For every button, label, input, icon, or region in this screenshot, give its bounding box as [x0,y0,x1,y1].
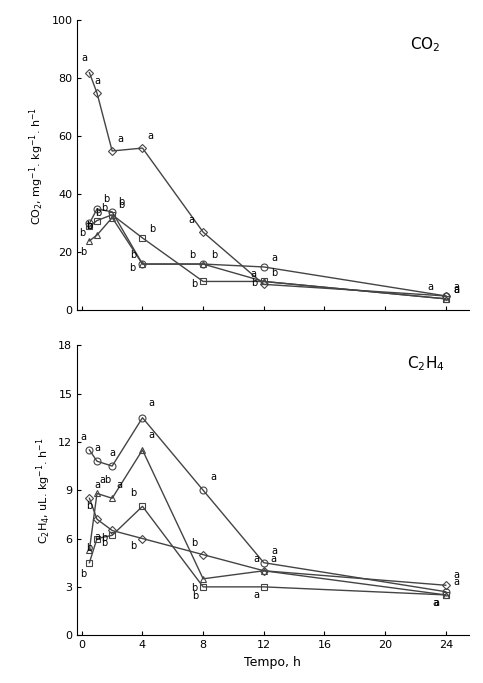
Text: a: a [149,430,155,441]
Text: a: a [148,131,154,141]
Text: b: b [95,208,101,218]
Text: b: b [191,583,197,594]
Text: b: b [211,250,217,260]
Text: a: a [81,53,87,63]
X-axis label: Tempo, h: Tempo, h [244,656,301,669]
Text: a: a [250,268,256,279]
Text: b: b [191,279,197,289]
Text: b: b [80,569,86,579]
Text: a: a [270,555,276,564]
Text: b: b [271,268,278,278]
Text: b: b [129,263,136,273]
Text: b: b [101,538,108,548]
Text: b: b [101,533,108,544]
Text: b: b [86,221,93,231]
Text: b: b [192,591,198,601]
Text: a: a [271,253,277,262]
Text: a: a [454,283,459,292]
Text: b: b [191,538,197,548]
Text: b: b [86,221,93,231]
Text: CO$_2$: CO$_2$ [410,35,440,54]
Text: b: b [149,223,156,234]
Text: a: a [80,432,86,442]
Text: b: b [130,488,137,499]
Text: b: b [118,197,125,207]
Text: a: a [211,472,217,482]
Text: a: a [117,480,123,490]
Text: a: a [149,398,155,408]
Y-axis label: CO$_2$, mg$^{-1}$. kg$^{-1}$. h$^{-1}$: CO$_2$, mg$^{-1}$. kg$^{-1}$. h$^{-1}$ [27,107,46,225]
Text: b: b [130,542,137,551]
Text: a: a [188,215,194,225]
Text: a: a [271,546,277,556]
Text: a: a [454,570,459,581]
Text: b: b [86,501,93,511]
Text: a: a [432,598,438,608]
Text: a: a [253,589,259,600]
Text: a: a [117,134,124,143]
Text: b: b [100,204,107,213]
Text: b: b [252,278,258,288]
Text: a: a [454,285,459,295]
Text: C$_2$H$_4$: C$_2$H$_4$ [407,354,444,373]
Text: b: b [118,199,125,210]
Text: b: b [189,250,196,260]
Text: a: a [94,532,100,542]
Text: a: a [94,76,100,86]
Text: a: a [253,555,259,564]
Y-axis label: C$_2$H$_4$, uL. kg$^{-1}$. h$^{-1}$: C$_2$H$_4$, uL. kg$^{-1}$. h$^{-1}$ [34,437,53,544]
Text: b: b [103,194,109,204]
Text: b: b [80,247,86,257]
Text: a: a [434,598,440,608]
Text: a: a [454,577,459,587]
Text: b: b [80,228,85,238]
Text: a: a [427,281,434,292]
Text: a: a [94,480,100,490]
Text: b: b [86,543,93,553]
Text: b: b [130,250,137,260]
Text: ab: ab [99,475,112,486]
Text: a: a [109,448,115,458]
Text: a: a [94,443,100,453]
Text: a: a [454,285,459,295]
